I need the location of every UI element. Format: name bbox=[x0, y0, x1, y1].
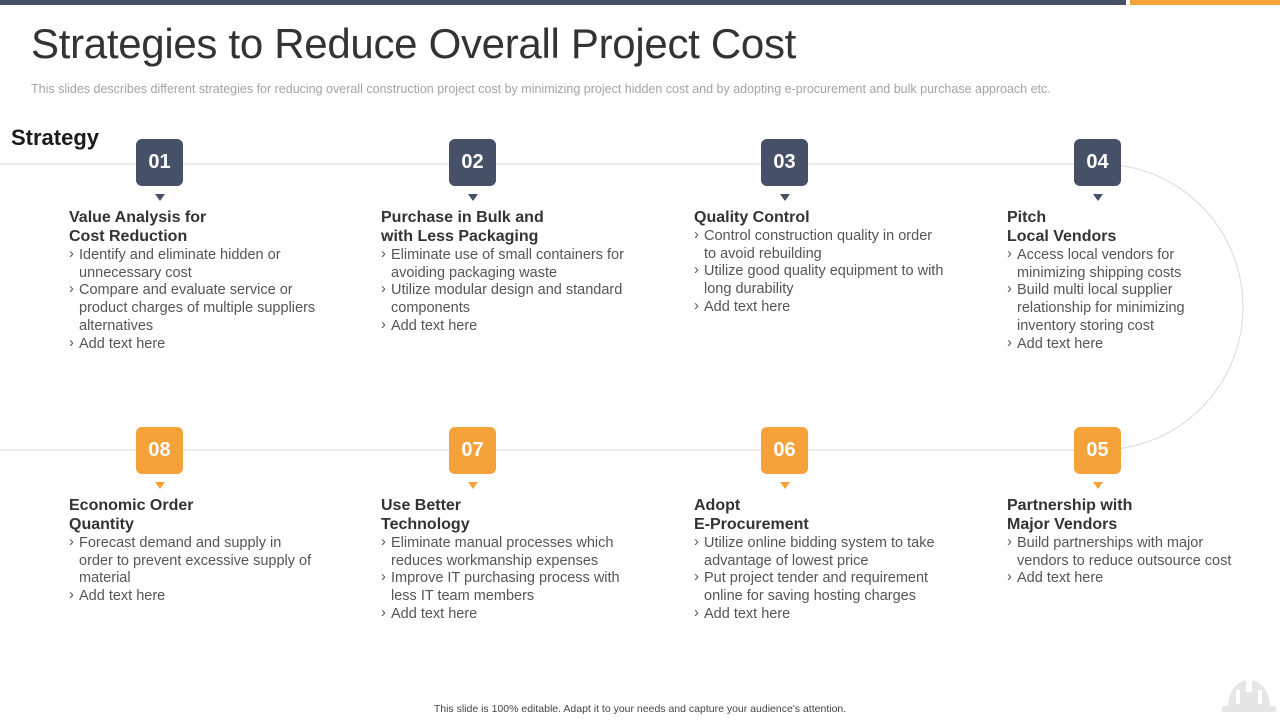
step-title: Adopt E-Procurement bbox=[694, 497, 809, 533]
bullet: Add text here bbox=[1007, 335, 1222, 354]
caret-down-icon bbox=[1093, 194, 1103, 201]
top-bar-accent bbox=[1130, 0, 1280, 5]
step-card-03: Quality Control Control construction qua… bbox=[694, 208, 944, 317]
step-badge: 05 bbox=[1074, 427, 1122, 489]
step-card-02: Purchase in Bulk and with Less Packaging… bbox=[381, 208, 631, 336]
step-badge: 04 bbox=[1074, 139, 1122, 201]
step-bullets: Eliminate manual processes which reduces… bbox=[381, 534, 631, 624]
step-number: 01 bbox=[136, 139, 183, 186]
step-badge: 06 bbox=[761, 427, 809, 489]
top-bar-dark bbox=[0, 0, 1126, 5]
caret-down-icon bbox=[155, 482, 165, 489]
step-card-06: Adopt E-Procurement Utilize online biddi… bbox=[694, 496, 944, 624]
bullet: Control construction quality in order to… bbox=[694, 227, 944, 263]
step-badge: 02 bbox=[449, 139, 497, 201]
step-number: 05 bbox=[1074, 427, 1121, 474]
step-bullets: Forecast demand and supply in order to p… bbox=[69, 534, 319, 606]
bullet: Forecast demand and supply in order to p… bbox=[69, 534, 319, 588]
step-card-04: Pitch Local Vendors Access local vendors… bbox=[1007, 208, 1222, 353]
bullet: Compare and evaluate service or product … bbox=[69, 281, 319, 335]
step-title: Quality Control bbox=[694, 209, 810, 226]
page-subtitle: This slides describes different strategi… bbox=[31, 82, 1051, 96]
caret-down-icon bbox=[468, 194, 478, 201]
step-bullets: Identify and eliminate hidden or unneces… bbox=[69, 246, 319, 354]
bullet: Add text here bbox=[69, 335, 319, 354]
bullet: Build multi local supplier relationship … bbox=[1007, 281, 1222, 335]
bullet: Access local vendors for minimizing ship… bbox=[1007, 246, 1222, 282]
bullet: Add text here bbox=[381, 317, 631, 336]
bullet: Build partnerships with major vendors to… bbox=[1007, 534, 1247, 570]
bullet: Identify and eliminate hidden or unneces… bbox=[69, 246, 319, 282]
step-number: 04 bbox=[1074, 139, 1121, 186]
step-card-07: Use Better Technology Eliminate manual p… bbox=[381, 496, 631, 624]
step-bullets: Eliminate use of small containers for av… bbox=[381, 246, 631, 336]
bullet: Eliminate use of small containers for av… bbox=[381, 246, 631, 282]
bullet: Add text here bbox=[694, 298, 944, 317]
helmet-icon bbox=[1222, 678, 1276, 712]
step-card-01: Value Analysis for Cost Reduction Identi… bbox=[69, 208, 319, 353]
bullet: Utilize good quality equipment to with l… bbox=[694, 262, 944, 298]
step-badge: 08 bbox=[136, 427, 184, 489]
step-badge: 03 bbox=[761, 139, 809, 201]
step-bullets: Control construction quality in order to… bbox=[694, 227, 944, 317]
step-title: Economic Order Quantity bbox=[69, 497, 194, 533]
section-label: Strategy bbox=[11, 125, 100, 150]
step-card-05: Partnership with Major Vendors Build par… bbox=[1007, 496, 1247, 588]
caret-down-icon bbox=[468, 482, 478, 489]
step-number: 07 bbox=[449, 427, 496, 474]
step-bullets: Access local vendors for minimizing ship… bbox=[1007, 246, 1222, 354]
page-title: Strategies to Reduce Overall Project Cos… bbox=[31, 20, 797, 67]
bullet: Add text here bbox=[69, 587, 319, 606]
caret-down-icon bbox=[1093, 482, 1103, 489]
step-title: Use Better Technology bbox=[381, 497, 470, 533]
step-title: Partnership with Major Vendors bbox=[1007, 497, 1133, 533]
bullet: Add text here bbox=[694, 605, 944, 624]
step-bullets: Build partnerships with major vendors to… bbox=[1007, 534, 1247, 588]
step-badge: 01 bbox=[136, 139, 184, 201]
bullet: Improve IT purchasing process with less … bbox=[381, 569, 631, 605]
caret-down-icon bbox=[155, 194, 165, 201]
footer-note: This slide is 100% editable. Adapt it to… bbox=[433, 703, 847, 715]
bullet: Eliminate manual processes which reduces… bbox=[381, 534, 631, 570]
bullet: Add text here bbox=[381, 605, 631, 624]
step-title: Pitch Local Vendors bbox=[1007, 209, 1117, 245]
caret-down-icon bbox=[780, 194, 790, 201]
step-card-08: Economic Order Quantity Forecast demand … bbox=[69, 496, 319, 606]
step-bullets: Utilize online bidding system to take ad… bbox=[694, 534, 944, 624]
caret-down-icon bbox=[780, 482, 790, 489]
step-number: 02 bbox=[449, 139, 496, 186]
bullet: Utilize modular design and standard comp… bbox=[381, 281, 631, 317]
step-number: 06 bbox=[761, 427, 808, 474]
bullet: Put project tender and requirement onlin… bbox=[694, 569, 944, 605]
step-number: 08 bbox=[136, 427, 183, 474]
step-title: Value Analysis for Cost Reduction bbox=[69, 209, 207, 245]
bullet: Utilize online bidding system to take ad… bbox=[694, 534, 944, 570]
step-title: Purchase in Bulk and with Less Packaging bbox=[381, 209, 544, 245]
step-badge: 07 bbox=[449, 427, 497, 489]
bullet: Add text here bbox=[1007, 569, 1247, 588]
step-number: 03 bbox=[761, 139, 808, 186]
